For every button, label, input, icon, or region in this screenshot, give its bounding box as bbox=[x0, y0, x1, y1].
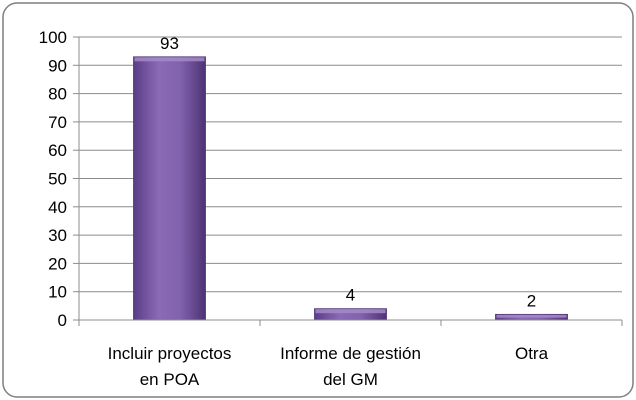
data-labels: 93 4 2 bbox=[160, 34, 536, 311]
y-tick-label: 20 bbox=[48, 254, 67, 273]
y-tick-label: 90 bbox=[48, 56, 67, 75]
y-tick-label: 0 bbox=[58, 311, 67, 330]
y-tick-label: 40 bbox=[48, 198, 67, 217]
y-tick-label: 10 bbox=[48, 283, 67, 302]
category-label-1: en POA bbox=[140, 370, 200, 389]
y-tick-label: 30 bbox=[48, 226, 67, 245]
y-tick-label: 60 bbox=[48, 141, 67, 160]
category-label-2: del GM bbox=[323, 370, 378, 389]
data-label-1: 93 bbox=[160, 34, 179, 53]
category-label-2: Informe de gestión bbox=[280, 344, 421, 363]
y-tick-label: 100 bbox=[39, 28, 67, 47]
category-label-1: Incluir proyectos bbox=[108, 344, 232, 363]
y-axis-ticks: 0 10 20 30 40 50 60 70 80 90 100 bbox=[39, 28, 79, 330]
category-label-3: Otra bbox=[515, 344, 549, 363]
bar-3 bbox=[495, 313, 568, 321]
bar-2 bbox=[314, 308, 387, 321]
y-tick-label: 80 bbox=[48, 85, 67, 104]
y-tick-label: 50 bbox=[48, 170, 67, 189]
bar-bevel bbox=[315, 309, 386, 314]
bar-bevel bbox=[496, 314, 567, 318]
data-label-3: 2 bbox=[527, 291, 536, 310]
bar-1 bbox=[133, 56, 206, 321]
bar-body bbox=[133, 56, 206, 321]
category-labels: Incluir proyectos en POA Informe de gestió… bbox=[108, 344, 549, 389]
data-label-2: 4 bbox=[346, 286, 355, 305]
bar-bevel bbox=[134, 57, 205, 62]
y-tick-label: 70 bbox=[48, 113, 67, 132]
x-axis-ticks bbox=[78, 320, 623, 326]
bars bbox=[133, 56, 568, 321]
